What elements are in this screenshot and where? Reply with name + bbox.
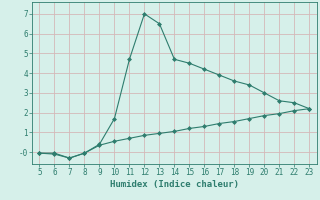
X-axis label: Humidex (Indice chaleur): Humidex (Indice chaleur) [110, 180, 239, 189]
